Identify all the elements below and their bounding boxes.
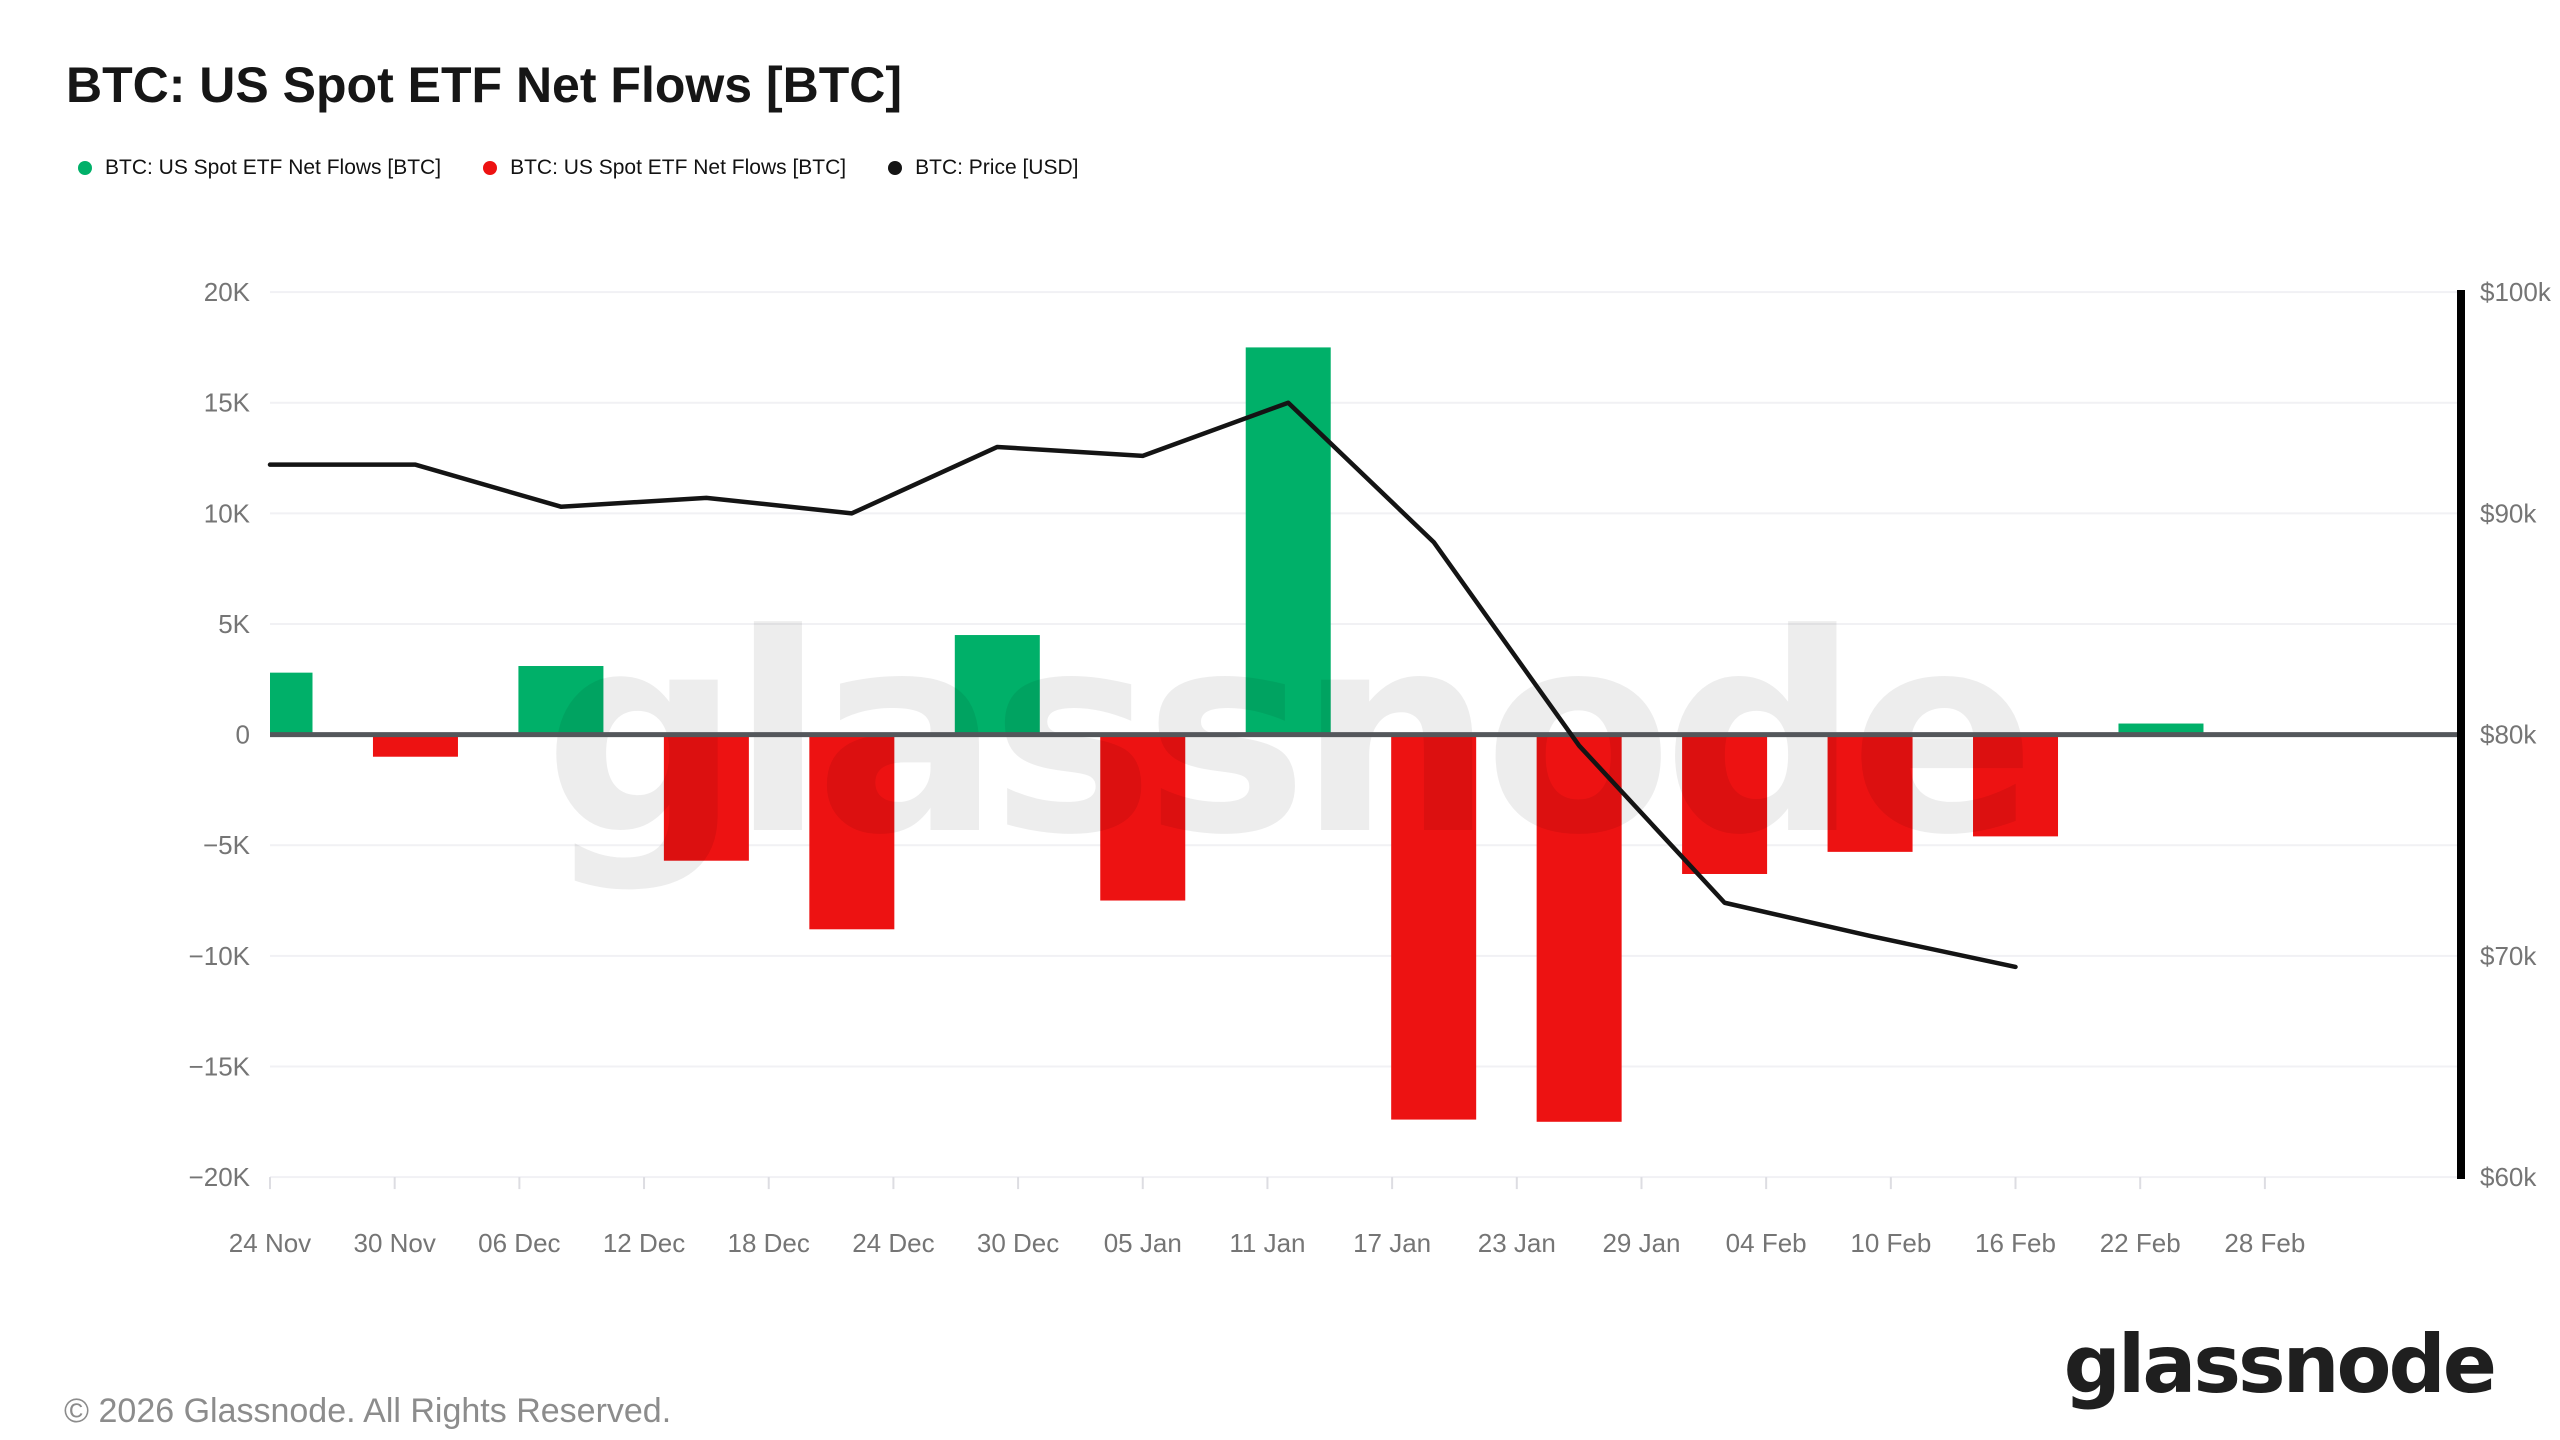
x-axis-tick-label: 18 Dec (728, 1228, 810, 1258)
x-axis-tick-label: 05 Jan (1104, 1228, 1182, 1258)
x-axis-tick-label: 06 Dec (478, 1228, 560, 1258)
x-axis-tick-label: 30 Dec (977, 1228, 1059, 1258)
chart-legend: BTC: US Spot ETF Net Flows [BTC] BTC: US… (78, 156, 1078, 180)
y-axis-tick-label: −10K (189, 941, 251, 971)
y-axis-tick-label: 15K (204, 388, 251, 418)
y-axis-tick-label: −20K (189, 1162, 251, 1192)
page-title: BTC: US Spot ETF Net Flows [BTC] (66, 57, 903, 113)
flow-bar-positive[interactable] (518, 666, 604, 735)
price-axis-tick-label: $60k (2480, 1162, 2537, 1192)
price-axis-tick-label: $70k (2480, 941, 2537, 971)
flow-bar-negative[interactable] (1536, 734, 1622, 1122)
x-axis-tick-label: 24 Dec (852, 1228, 934, 1258)
price-axis-tick-label: $100k (2480, 277, 2552, 307)
flow-bar-negative[interactable] (663, 734, 749, 861)
flow-bar-negative[interactable] (372, 734, 458, 757)
y-axis-tick-label: −15K (189, 1051, 251, 1081)
flow-bar-negative[interactable] (809, 734, 895, 930)
flow-bar-positive[interactable] (954, 635, 1040, 735)
legend-dot-red-icon (483, 161, 498, 175)
x-axis-tick-label: 04 Feb (1726, 1228, 1807, 1258)
legend-item-label: BTC: Price [USD] (915, 156, 1079, 179)
glassnode-logo: glassnode (2063, 1318, 2497, 1411)
flow-bar-negative[interactable] (1391, 734, 1477, 1120)
y-axis-tick-label: 20K (204, 277, 251, 307)
x-axis-tick-label: 10 Feb (1850, 1228, 1931, 1258)
flow-bar-negative[interactable] (1973, 734, 2059, 837)
x-axis-tick-label: 30 Nov (353, 1228, 435, 1258)
flow-bar-positive[interactable] (2118, 723, 2204, 735)
flow-bar-negative[interactable] (1100, 734, 1186, 901)
flow-bars-group (228, 347, 2204, 1122)
legend-dot-black-icon (888, 161, 903, 175)
x-axis-tick-label: 22 Feb (2100, 1228, 2181, 1258)
legend-item-price[interactable]: BTC: Price [USD] (888, 156, 1078, 180)
y-axis-tick-label: 10K (204, 498, 251, 528)
flow-bar-positive[interactable] (228, 672, 313, 735)
y-axis-tick-label: 5K (218, 609, 250, 639)
legend-item-label: BTC: US Spot ETF Net Flows [BTC] (105, 156, 442, 179)
y-axis-tick-label: 0 (236, 720, 250, 750)
x-axis-tick-label: 29 Jan (1602, 1228, 1680, 1258)
x-axis-tick-label: 17 Jan (1353, 1228, 1431, 1258)
price-axis-tick-label: $80k (2480, 720, 2537, 750)
x-axis-tick-label: 23 Jan (1478, 1228, 1556, 1258)
x-axis-tick-label: 11 Jan (1229, 1228, 1305, 1258)
legend-item-label: BTC: US Spot ETF Net Flows [BTC] (510, 156, 847, 179)
legend-item-netflows-positive[interactable]: BTC: US Spot ETF Net Flows [BTC] (78, 156, 441, 180)
legend-item-netflows-negative[interactable]: BTC: US Spot ETF Net Flows [BTC] (483, 156, 846, 180)
x-axis-tick-label: 12 Dec (603, 1228, 685, 1258)
x-axis-tick-label: 24 Nov (229, 1228, 311, 1258)
flow-bar-negative[interactable] (1682, 734, 1768, 874)
flow-bar-negative[interactable] (1827, 734, 1913, 852)
y-axis-tick-label: −5K (203, 830, 251, 860)
x-axis-tick-label: 16 Feb (1975, 1228, 2056, 1258)
copyright-text: © 2026 Glassnode. All Rights Reserved. (64, 1392, 672, 1430)
price-line[interactable] (267, 400, 2018, 970)
x-axis-tick-label: 28 Feb (2224, 1228, 2305, 1258)
legend-dot-green-icon (78, 161, 92, 175)
price-axis-tick-label: $90k (2480, 498, 2537, 528)
